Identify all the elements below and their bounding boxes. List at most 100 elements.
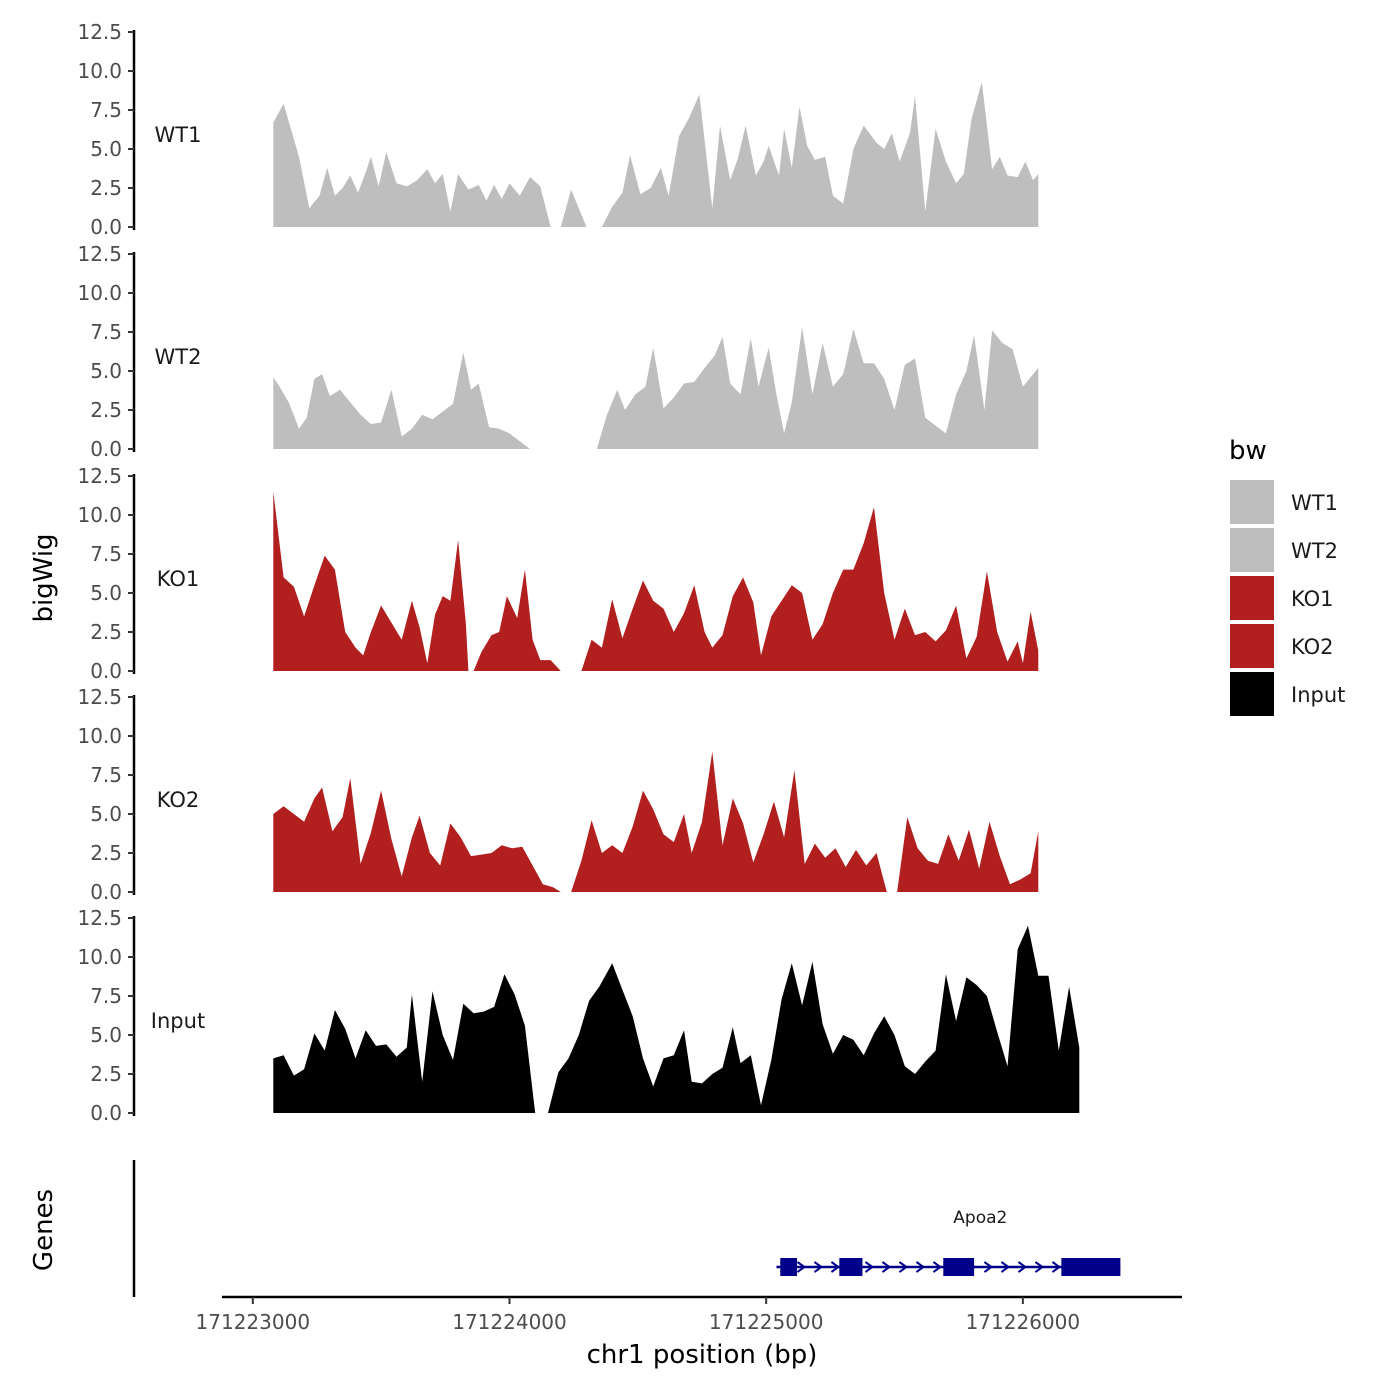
strand-arrow: [881, 1261, 892, 1273]
x-axis-title: chr1 position (bp): [587, 1340, 818, 1370]
strand-arrow: [983, 1261, 994, 1273]
legend-label: WT1: [1291, 491, 1338, 515]
y-tick-label: 5.0: [90, 802, 122, 826]
legend-label: Input: [1291, 683, 1345, 707]
legend-swatch: [1230, 480, 1274, 524]
gene-exon: [1061, 1258, 1121, 1276]
y-tick-label: 10.0: [77, 59, 122, 83]
y-tick-label: 12.5: [77, 906, 122, 930]
x-tick-label: 171226000: [966, 1310, 1081, 1334]
coverage-area-input: [548, 925, 1080, 1113]
y-tick-label: 0.0: [90, 880, 122, 904]
track-input: 0.0 2.5 5.0 7.5 10.0 12.5 Input: [77, 906, 1080, 1125]
y-tick-label: 5.0: [90, 359, 122, 383]
y-tick-label: 2.5: [90, 841, 122, 865]
track-label: KO1: [157, 567, 200, 591]
y-tick-label: 0.0: [90, 659, 122, 683]
x-tick-label: 171225000: [709, 1310, 824, 1334]
gene-exon: [780, 1258, 797, 1276]
x-axis: 171223000 171224000 171225000 171226000: [196, 1295, 1182, 1334]
y-axis-title: bigWig: [29, 533, 59, 622]
coverage-area-wt1: [560, 189, 587, 227]
y-tick-label: 0.0: [90, 215, 122, 239]
coverage-area-ko1: [273, 491, 469, 671]
legend-item-wt2: WT2: [1230, 528, 1338, 572]
track-ko1: 0.0 2.5 5.0 7.5 10.0 12.5 KO1: [77, 464, 1039, 683]
track-label: WT1: [155, 123, 202, 147]
y-tick-label: 7.5: [90, 320, 122, 344]
y-tick-label: 7.5: [90, 763, 122, 787]
strand-arrow: [1000, 1261, 1011, 1273]
coverage-area-ko2: [571, 751, 887, 892]
gene-apoa2: Apoa2: [776, 1208, 1121, 1276]
track-label: Input: [151, 1009, 205, 1033]
y-tick-label: 7.5: [90, 984, 122, 1008]
y-tick-label: 2.5: [90, 398, 122, 422]
legend-item-wt1: WT1: [1230, 480, 1338, 524]
coverage-area-wt1: [601, 81, 1039, 228]
legend-item-input: Input: [1230, 672, 1345, 716]
x-tick-label: 171224000: [452, 1310, 567, 1334]
legend-title: bw: [1229, 436, 1267, 466]
y-tick-label: 10.0: [77, 724, 122, 748]
gene-exon: [943, 1258, 975, 1276]
y-tick-label: 2.5: [90, 176, 122, 200]
y-tick-label: 7.5: [90, 98, 122, 122]
y-tick-label: 5.0: [90, 1023, 122, 1047]
y-tick-label: 10.0: [77, 281, 122, 305]
y-tick-label: 0.0: [90, 437, 122, 461]
gene-exon: [839, 1258, 863, 1276]
legend-label: KO1: [1291, 587, 1334, 611]
track-wt1: 0.0 2.5 5.0 7.5 10.0 12.5 WT1: [77, 20, 1039, 239]
strand-arrow: [1034, 1261, 1045, 1273]
legend-swatch: [1230, 576, 1274, 620]
coverage-area-wt2: [273, 352, 530, 449]
strand-arrow: [813, 1261, 824, 1273]
gene-name-label: Apoa2: [953, 1208, 1007, 1228]
y-tick-label: 12.5: [77, 464, 122, 488]
y-tick-label: 0.0: [90, 1101, 122, 1125]
x-tick-label: 171223000: [196, 1310, 311, 1334]
y-tick-label: 10.0: [77, 945, 122, 969]
legend-item-ko1: KO1: [1230, 576, 1334, 620]
coverage-area-ko1: [581, 507, 1039, 671]
tracks: 0.0 2.5 5.0 7.5 10.0 12.5 WT1 0.0 2.5 5.0 7.5 10.0 1…: [77, 20, 1080, 1125]
y-tick-label: 7.5: [90, 542, 122, 566]
legend-label: WT2: [1291, 539, 1338, 563]
strand-arrow: [830, 1261, 841, 1273]
y-tick-label: 2.5: [90, 1062, 122, 1086]
coverage-area-ko2: [273, 778, 561, 892]
legend-item-ko2: KO2: [1230, 624, 1334, 668]
track-label: WT2: [155, 345, 202, 369]
strand-arrow: [1017, 1261, 1028, 1273]
coverage-area-wt1: [273, 103, 551, 227]
track-ko2: 0.0 2.5 5.0 7.5 10.0 12.5 KO2: [77, 685, 1039, 904]
gene-panel: Apoa2: [132, 1160, 1121, 1297]
coverage-area-ko1: [473, 569, 561, 671]
y-tick-label: 5.0: [90, 581, 122, 605]
y-tick-label: 12.5: [77, 242, 122, 266]
y-tick-label: 2.5: [90, 620, 122, 644]
legend-swatch: [1230, 624, 1274, 668]
legend-label: KO2: [1291, 635, 1334, 659]
legend-swatch: [1230, 528, 1274, 572]
strand-arrow: [898, 1261, 909, 1273]
coverage-area-wt2: [596, 327, 1039, 449]
coverage-area-ko2: [897, 817, 1039, 892]
y-tick-label: 10.0: [77, 503, 122, 527]
coverage-area-input: [273, 974, 536, 1113]
genes-panel-title: Genes: [29, 1189, 59, 1271]
y-tick-label: 12.5: [77, 20, 122, 44]
y-tick-label: 12.5: [77, 685, 122, 709]
track-wt2: 0.0 2.5 5.0 7.5 10.0 12.5 WT2: [77, 242, 1039, 461]
legend-swatch: [1230, 672, 1274, 716]
strand-arrow: [915, 1261, 926, 1273]
strand-arrow: [1051, 1261, 1062, 1273]
strand-arrow: [796, 1261, 807, 1273]
strand-arrow: [932, 1261, 943, 1273]
strand-arrow: [864, 1261, 875, 1273]
track-label: KO2: [157, 788, 200, 812]
y-tick-label: 5.0: [90, 137, 122, 161]
legend: bw WT1 WT2 KO1 KO2 Input: [1229, 436, 1345, 716]
